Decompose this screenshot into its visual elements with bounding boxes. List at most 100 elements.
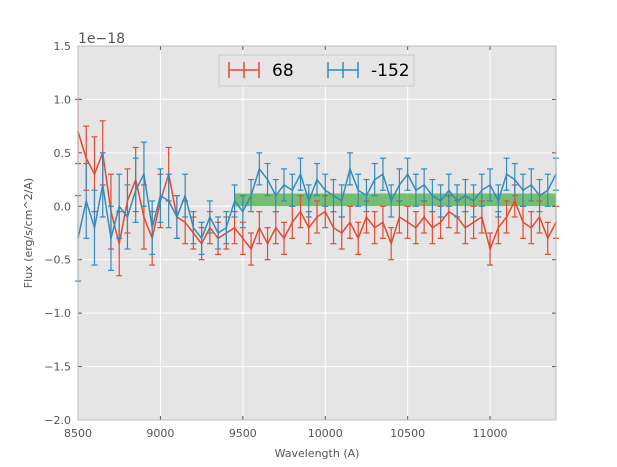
- y-tick-label: 1.0: [54, 93, 72, 106]
- series-layer: [75, 98, 559, 282]
- green-band: [234, 193, 556, 207]
- x-tick-label: 10000: [308, 427, 343, 440]
- data-point: [357, 237, 360, 240]
- data-point: [382, 173, 384, 176]
- axes-frame: [77, 45, 557, 421]
- y-tick-label: −0.5: [44, 254, 71, 267]
- data-point: [167, 200, 170, 202]
- data-point: [489, 184, 491, 186]
- data-point: [101, 184, 104, 186]
- data-point: [340, 200, 343, 202]
- series-2: [75, 141, 559, 282]
- data-point: [382, 221, 384, 224]
- data-point: [349, 221, 351, 224]
- data-point: [472, 221, 475, 224]
- data-point: [448, 189, 450, 192]
- data-point: [472, 200, 475, 202]
- data-point: [373, 226, 376, 229]
- data-point: [307, 226, 310, 229]
- data-point: [134, 189, 137, 192]
- data-point: [423, 184, 425, 186]
- ticks: 8500 9000 9500 10000 10500 11000 −2.0 −1.5 −1.0 −…: [44, 40, 557, 440]
- x-tick-label: 9500: [229, 427, 257, 440]
- data-point: [365, 194, 368, 197]
- data-point: [439, 200, 442, 202]
- data-point: [307, 200, 310, 202]
- data-point: [497, 226, 500, 229]
- data-point: [538, 216, 541, 218]
- y-tick-label: −2.0: [44, 414, 71, 427]
- data-point: [398, 216, 401, 218]
- y-tick-label: −1.5: [44, 361, 71, 374]
- data-point: [481, 189, 483, 192]
- data-point: [390, 200, 392, 202]
- data-point: [505, 173, 508, 176]
- data-point: [93, 226, 96, 229]
- data-point: [456, 200, 458, 202]
- data-point: [85, 200, 88, 202]
- data-point: [398, 184, 401, 186]
- data-point: [274, 194, 277, 197]
- data-point: [505, 216, 508, 218]
- data-point: [340, 232, 343, 234]
- y-tick-label: −1.0: [44, 307, 71, 320]
- data-point: [200, 237, 203, 240]
- data-point: [118, 242, 121, 245]
- band-layer: [234, 193, 556, 207]
- y-tick-label: 0.0: [54, 200, 72, 213]
- data-point: [291, 221, 294, 224]
- legend: 68 -152: [218, 54, 415, 87]
- data-point: [464, 194, 467, 197]
- data-point: [349, 168, 351, 170]
- data-point: [250, 248, 252, 250]
- legend-label-series-2: -152: [371, 61, 410, 81]
- data-point: [258, 226, 261, 229]
- legend-marker-series-2: [327, 62, 359, 78]
- data-point: [431, 226, 434, 229]
- data-point: [184, 221, 186, 224]
- data-point: [513, 178, 516, 181]
- data-point: [332, 226, 335, 229]
- data-point: [258, 168, 261, 170]
- data-point: [242, 237, 244, 240]
- data-point: [546, 189, 549, 192]
- data-point: [118, 205, 121, 208]
- data-point: [126, 216, 129, 218]
- data-point: [448, 210, 450, 213]
- data-point: [497, 200, 500, 202]
- legend-marker-series-1: [228, 62, 260, 78]
- legend-label-series-1: 68: [272, 61, 294, 81]
- data-point: [332, 194, 335, 197]
- data-point: [513, 200, 516, 202]
- x-axis-label: Wavelength (A): [275, 447, 360, 460]
- data-point: [546, 237, 549, 240]
- data-point: [415, 226, 417, 229]
- data-point: [274, 226, 277, 229]
- data-point: [209, 216, 211, 218]
- offset-text: 1e−18: [78, 31, 125, 47]
- data-point: [522, 221, 524, 224]
- y-axis-label: Flux (erg/s/cm^2/A): [22, 178, 35, 288]
- data-point: [357, 189, 360, 192]
- data-point: [530, 226, 533, 229]
- data-point: [233, 226, 236, 229]
- data-point: [283, 237, 285, 240]
- data-point: [415, 189, 417, 192]
- data-point: [93, 173, 96, 176]
- data-point: [266, 242, 269, 245]
- data-point: [316, 216, 318, 218]
- x-tick-label: 11000: [473, 427, 508, 440]
- data-point: [464, 226, 467, 229]
- data-point: [143, 173, 145, 176]
- data-point: [85, 157, 88, 159]
- data-point: [406, 221, 409, 224]
- data-point: [184, 194, 186, 197]
- data-point: [522, 189, 524, 192]
- data-point: [299, 173, 302, 176]
- x-tick-label: 9000: [146, 427, 174, 440]
- data-point: [373, 178, 376, 181]
- y-tick-label: 1.5: [54, 40, 72, 53]
- data-point: [316, 178, 318, 181]
- data-point: [176, 216, 178, 218]
